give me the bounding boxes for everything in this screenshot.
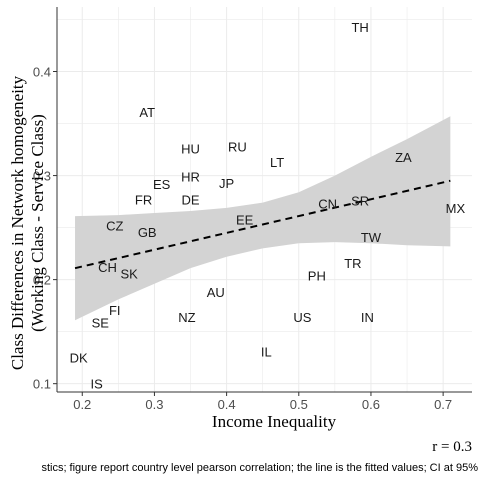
point-label-za: ZA — [395, 150, 412, 165]
point-label-hu: HU — [181, 142, 200, 157]
point-label-hr: HR — [181, 170, 200, 185]
correlation-label: r = 0.3 — [432, 439, 472, 455]
x-tick-label: 0.3 — [145, 397, 163, 412]
point-label-th: TH — [351, 20, 368, 35]
point-label-fi: FI — [109, 303, 121, 318]
point-label-tw: TW — [361, 230, 382, 245]
y-tick-label: 0.2 — [33, 273, 51, 288]
tick-labels: 0.2 0.3 0.4 0.5 0.6 0.7 0.1 0.2 0.3 0.4 — [33, 65, 452, 412]
y-axis-label: Class Differences in Network homogeneity… — [8, 75, 47, 370]
point-label-is: IS — [91, 377, 104, 392]
x-tick-label: 0.2 — [73, 397, 91, 412]
point-label-cn: CN — [318, 197, 337, 212]
point-label-mx: MX — [446, 201, 466, 216]
point-label-dk: DK — [70, 351, 88, 366]
point-label-cz: CZ — [106, 219, 123, 234]
point-label-ee: EE — [236, 212, 254, 227]
caption: stics; figure report country level pears… — [0, 462, 480, 478]
point-label-sk: SK — [121, 266, 139, 281]
x-tick-label: 0.4 — [218, 397, 236, 412]
point-label-sr: SR — [351, 194, 369, 209]
y-tick-label: 0.4 — [33, 65, 51, 80]
caption-text: stics; figure report country level pears… — [41, 462, 478, 474]
x-tick-label: 0.6 — [362, 397, 380, 412]
grid-lines — [57, 7, 472, 392]
point-label-at: AT — [139, 105, 155, 120]
point-label-fr: FR — [135, 193, 152, 208]
x-tick-label: 0.5 — [290, 397, 308, 412]
point-label-de: DE — [181, 193, 199, 208]
point-label-se: SE — [92, 315, 110, 330]
fitted-line — [74, 179, 451, 270]
y-axis-label-line-2: (Working Class - Service Class) — [28, 114, 47, 332]
point-label-tr: TR — [344, 256, 361, 271]
point-label-ru: RU — [228, 139, 247, 154]
x-tick-label: 0.7 — [434, 397, 452, 412]
x-axis-label: Income Inequality — [212, 412, 337, 431]
y-tick-label: 0.1 — [33, 377, 51, 392]
point-label-lt: LT — [270, 155, 284, 170]
point-label-jp: JP — [219, 176, 234, 191]
point-label-il: IL — [261, 344, 272, 359]
point-label-es: ES — [153, 177, 171, 192]
y-tick-label: 0.3 — [33, 169, 51, 184]
point-label-in: IN — [361, 310, 374, 325]
point-label-nz: NZ — [178, 310, 195, 325]
data-points: TH AT HU RU LT ZA HR ES JP FR DE CN SR MX EE CZ GB TW CH TR… — [70, 20, 466, 392]
point-label-us: US — [293, 310, 311, 325]
point-label-gb: GB — [138, 225, 157, 240]
confidence-band — [75, 116, 451, 321]
point-label-ch: CH — [98, 260, 117, 275]
point-label-au: AU — [207, 285, 225, 300]
y-axis-label-line-1: Class Differences in Network homogeneity — [8, 75, 27, 370]
point-label-ph: PH — [308, 268, 326, 283]
